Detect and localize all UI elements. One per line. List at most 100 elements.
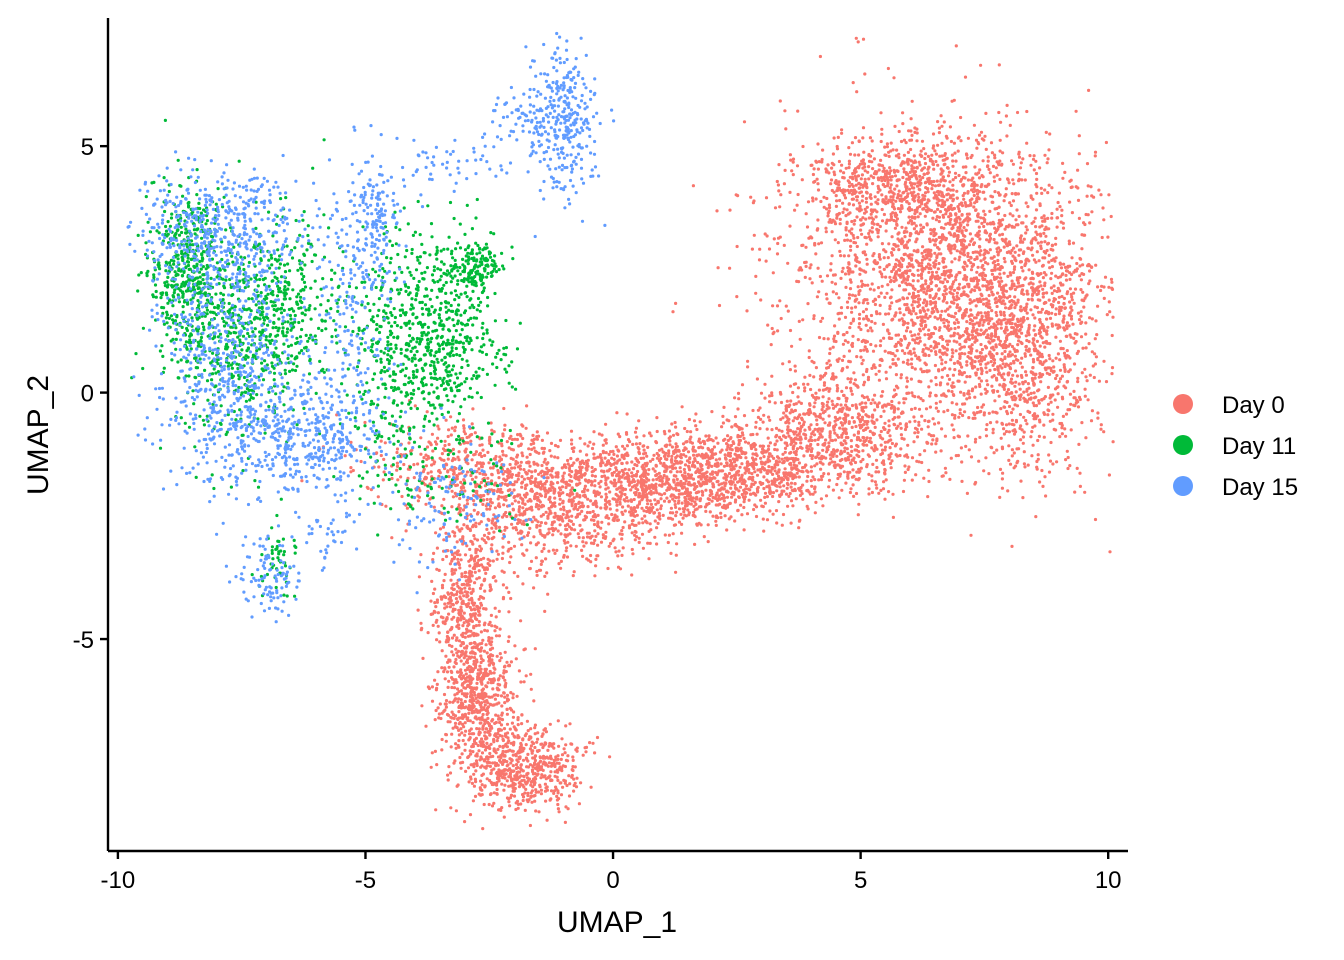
scatter-point <box>1051 248 1055 252</box>
scatter-point <box>976 195 980 199</box>
scatter-point <box>1084 436 1088 440</box>
scatter-point <box>885 218 889 222</box>
scatter-point <box>775 448 779 452</box>
scatter-point <box>958 250 962 254</box>
scatter-point <box>906 240 910 244</box>
scatter-point <box>998 149 1002 153</box>
scatter-point <box>984 346 988 350</box>
scatter-point <box>1018 397 1022 402</box>
scatter-point <box>934 344 938 348</box>
scatter-point <box>876 286 881 290</box>
scatter-point <box>1068 200 1072 204</box>
scatter-point <box>812 180 816 184</box>
scatter-point <box>884 312 888 316</box>
scatter-point <box>949 246 953 250</box>
scatter-point <box>919 181 923 185</box>
scatter-point <box>853 153 857 157</box>
scatter-point <box>913 333 917 337</box>
scatter-point <box>1002 378 1006 382</box>
scatter-point <box>864 182 869 186</box>
scatter-point <box>1026 205 1030 209</box>
scatter-point <box>871 217 876 221</box>
scatter-point <box>958 352 962 356</box>
scatter-point <box>917 420 921 424</box>
scatter-point <box>1018 328 1022 332</box>
scatter-point <box>839 441 843 445</box>
scatter-point <box>857 139 861 144</box>
scatter-point <box>939 226 944 230</box>
scatter-point <box>864 217 868 221</box>
scatter-point <box>833 220 837 224</box>
scatter-point <box>865 205 869 209</box>
scatter-point <box>880 179 884 183</box>
scatter-point <box>919 367 923 371</box>
scatter-point <box>998 310 1003 314</box>
scatter-point <box>864 323 868 327</box>
scatter-point <box>809 387 813 392</box>
scatter-point <box>930 153 934 157</box>
scatter-point <box>979 249 983 253</box>
scatter-point <box>1057 312 1061 316</box>
scatter-point <box>891 198 895 202</box>
scatter-point <box>806 302 810 306</box>
scatter-point <box>950 300 954 305</box>
scatter-point <box>969 268 974 272</box>
scatter-point <box>807 439 811 443</box>
scatter-point <box>781 416 785 420</box>
scatter-point <box>1076 376 1080 380</box>
scatter-point <box>911 265 915 269</box>
scatter-point <box>969 455 974 459</box>
scatter-point <box>784 414 788 418</box>
scatter-point <box>1013 265 1017 269</box>
scatter-point <box>1084 375 1088 379</box>
scatter-point <box>843 449 847 453</box>
scatter-point <box>850 344 855 348</box>
scatter-point <box>1094 355 1098 359</box>
scatter-point <box>983 230 987 234</box>
scatter-point <box>922 147 926 151</box>
scatter-point <box>958 239 963 243</box>
scatter-point <box>1078 256 1082 261</box>
scatter-point <box>954 44 958 48</box>
scatter-point <box>801 423 806 427</box>
scatter-point <box>1039 240 1043 244</box>
scatter-point <box>905 246 910 250</box>
scatter-point <box>854 183 858 187</box>
scatter-point <box>1084 332 1088 336</box>
scatter-point <box>929 228 933 232</box>
scatter-point <box>1023 308 1027 313</box>
scatter-point <box>859 355 863 359</box>
scatter-point <box>814 366 819 370</box>
scatter-point <box>878 358 882 362</box>
scatter-point <box>921 284 925 288</box>
scatter-point <box>916 357 920 361</box>
scatter-point <box>861 310 866 314</box>
scatter-point <box>752 458 756 462</box>
scatter-point <box>990 309 994 313</box>
scatter-point <box>861 373 865 377</box>
scatter-point <box>941 200 945 204</box>
scatter-point <box>719 515 723 520</box>
scatter-point <box>867 235 871 239</box>
scatter-point <box>755 377 760 381</box>
scatter-point <box>1002 256 1006 261</box>
scatter-point <box>851 171 855 176</box>
scatter-point <box>1008 342 1012 346</box>
scatter-point <box>1058 262 1063 266</box>
scatter-point <box>881 487 886 491</box>
scatter-point <box>1034 159 1038 163</box>
scatter-point <box>952 141 957 145</box>
scatter-point <box>655 429 659 434</box>
scatter-point <box>973 360 977 364</box>
scatter-point <box>914 312 918 316</box>
scatter-point <box>848 278 853 282</box>
scatter-point <box>887 428 891 432</box>
scatter-point <box>1043 227 1047 232</box>
scatter-point <box>995 304 999 309</box>
scatter-point <box>1046 402 1051 406</box>
scatter-point <box>855 244 859 249</box>
scatter-point <box>994 296 998 300</box>
scatter-point <box>1077 442 1081 446</box>
scatter-point <box>841 210 845 214</box>
scatter-point <box>877 163 881 167</box>
